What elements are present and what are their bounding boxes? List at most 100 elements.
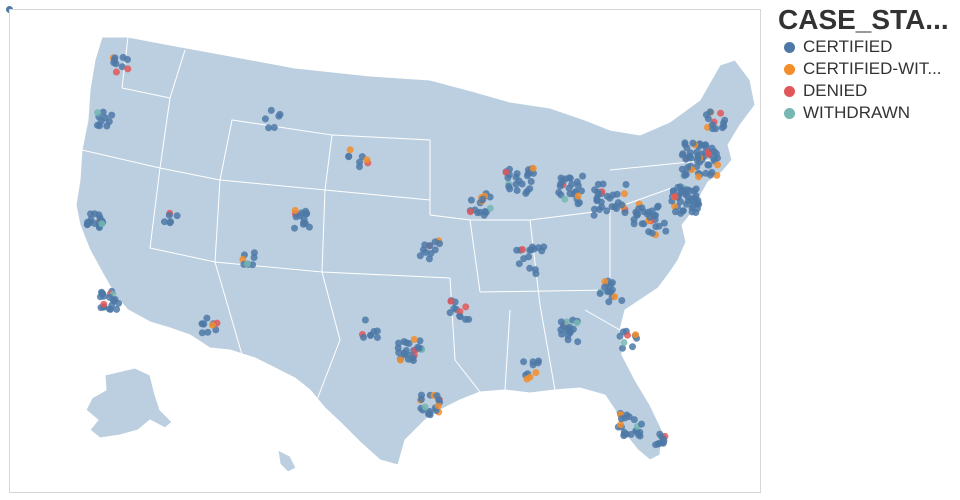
map-point xyxy=(676,198,684,206)
map-point xyxy=(557,318,565,326)
map-point xyxy=(645,208,653,216)
map-point xyxy=(99,108,107,116)
map-point xyxy=(721,116,729,124)
legend-items: CERTIFIED CERTIFIED-WIT... DENIED WITHDR… xyxy=(778,36,958,124)
map-point xyxy=(270,124,278,131)
map-point xyxy=(688,208,696,216)
map-point xyxy=(677,209,685,217)
map-point xyxy=(527,178,535,185)
map-point xyxy=(512,173,520,181)
map-point xyxy=(638,420,645,428)
map-point xyxy=(300,219,308,227)
map-point xyxy=(479,195,487,203)
map-point xyxy=(532,369,540,377)
us-land xyxy=(75,36,756,473)
map-point xyxy=(244,260,251,268)
map-point xyxy=(574,192,582,200)
map-point xyxy=(702,111,710,119)
map-point xyxy=(404,355,412,363)
map-point xyxy=(671,193,679,201)
hawaii-shape xyxy=(277,449,297,473)
map-point xyxy=(619,328,627,336)
map-point xyxy=(431,238,439,246)
map-point xyxy=(96,122,103,130)
map-point xyxy=(605,298,613,306)
map-point xyxy=(204,328,212,336)
map-point xyxy=(557,174,565,182)
map-point xyxy=(635,205,643,213)
map-point xyxy=(695,173,702,181)
map-point xyxy=(113,305,121,313)
map-point xyxy=(576,199,583,207)
map-point xyxy=(684,197,692,205)
map-point xyxy=(704,161,712,169)
map-point xyxy=(108,111,116,119)
us-map[interactable] xyxy=(10,10,760,492)
map-point xyxy=(603,192,611,200)
map-point xyxy=(474,209,482,217)
map-point xyxy=(646,213,654,221)
map-point xyxy=(267,106,275,114)
map-point xyxy=(417,395,425,403)
map-point xyxy=(569,325,577,333)
map-point xyxy=(634,211,642,218)
map-point xyxy=(87,210,94,218)
map-point xyxy=(561,195,569,203)
map-point xyxy=(291,224,298,232)
legend-swatch-certified-withdrawn xyxy=(784,63,795,75)
map-point xyxy=(361,316,369,324)
map-point xyxy=(373,327,381,335)
map-point xyxy=(456,308,464,316)
map-point xyxy=(346,146,354,154)
map-point xyxy=(414,343,422,351)
map-point xyxy=(564,336,572,344)
map-point xyxy=(100,300,108,308)
map-point xyxy=(356,158,364,166)
map-point xyxy=(296,212,304,220)
legend-item-denied[interactable]: DENIED xyxy=(778,80,958,102)
map-point xyxy=(275,112,283,120)
map-point xyxy=(198,329,206,337)
map-point xyxy=(447,297,455,305)
map-point xyxy=(574,338,582,346)
map-point xyxy=(173,212,181,220)
map-point xyxy=(638,220,646,228)
map-point xyxy=(101,114,109,122)
map-point xyxy=(421,403,429,411)
map-point xyxy=(513,187,521,194)
map-point xyxy=(520,255,528,263)
map-point xyxy=(421,241,429,249)
map-point xyxy=(573,178,581,186)
map-point xyxy=(620,339,628,346)
map-point xyxy=(522,189,530,197)
map-point xyxy=(99,290,107,298)
map-point xyxy=(526,264,534,272)
map-point xyxy=(203,314,211,322)
map-point xyxy=(118,63,126,71)
map-point xyxy=(557,180,565,188)
map-point xyxy=(621,209,629,217)
map-point xyxy=(596,290,604,297)
map-point xyxy=(684,164,692,171)
map-point xyxy=(435,396,443,404)
map-point xyxy=(504,174,512,182)
legend-item-withdrawn[interactable]: WITHDRAWN xyxy=(778,102,958,124)
map-point xyxy=(119,53,127,61)
map-point xyxy=(652,211,659,219)
map-point xyxy=(425,255,433,263)
legend-item-certified-withdrawn[interactable]: CERTIFIED-WIT... xyxy=(778,58,958,80)
contiguous-us-shape xyxy=(75,36,756,466)
map-point xyxy=(692,185,700,193)
map-point xyxy=(85,219,93,227)
map-point xyxy=(578,187,585,195)
map-point xyxy=(632,331,640,339)
legend-item-certified[interactable]: CERTIFIED xyxy=(778,36,958,58)
map-point xyxy=(540,243,548,251)
map-point xyxy=(565,184,573,192)
map-point xyxy=(660,219,668,227)
map-point xyxy=(434,402,442,410)
map-point xyxy=(112,68,120,76)
map-point xyxy=(250,254,258,261)
map-point xyxy=(531,266,539,274)
map-frame[interactable] xyxy=(9,9,761,493)
